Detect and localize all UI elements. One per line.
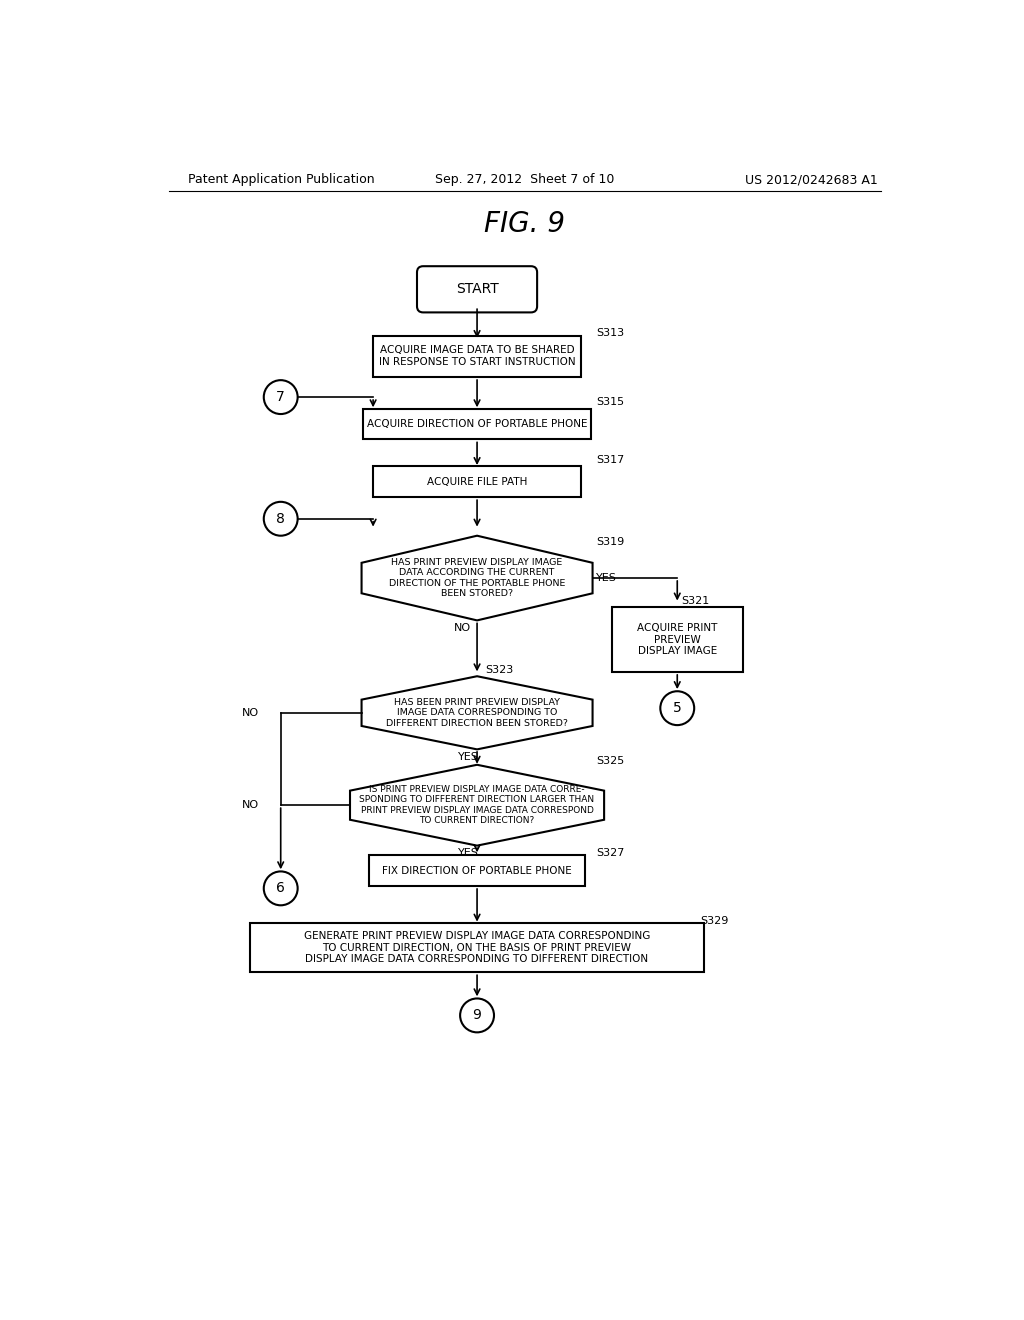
Text: S323: S323 [484, 665, 513, 676]
Text: ACQUIRE IMAGE DATA TO BE SHARED
IN RESPONSE TO START INSTRUCTION: ACQUIRE IMAGE DATA TO BE SHARED IN RESPO… [379, 346, 575, 367]
Text: US 2012/0242683 A1: US 2012/0242683 A1 [744, 173, 878, 186]
Bar [250, 923, 705, 973]
Text: 5: 5 [673, 701, 682, 715]
Text: HAS PRINT PREVIEW DISPLAY IMAGE
DATA ACCORDING THE CURRENT
DIRECTION OF THE PORT: HAS PRINT PREVIEW DISPLAY IMAGE DATA ACC… [389, 558, 565, 598]
Text: 7: 7 [276, 391, 285, 404]
Circle shape [460, 998, 494, 1032]
Text: GENERATE PRINT PREVIEW DISPLAY IMAGE DATA CORRESPONDING
TO CURRENT DIRECTION, ON: GENERATE PRINT PREVIEW DISPLAY IMAGE DAT… [304, 931, 650, 964]
Text: S325: S325 [596, 755, 625, 766]
Text: NO: NO [243, 800, 259, 810]
Text: NO: NO [243, 708, 259, 718]
Text: FIG. 9: FIG. 9 [484, 210, 565, 238]
Bar [364, 409, 591, 440]
Circle shape [660, 692, 694, 725]
Text: Sep. 27, 2012  Sheet 7 of 10: Sep. 27, 2012 Sheet 7 of 10 [435, 173, 614, 186]
Text: NO: NO [454, 623, 471, 634]
Circle shape [264, 502, 298, 536]
Text: Patent Application Publication: Patent Application Publication [188, 173, 375, 186]
Text: 9: 9 [473, 1008, 481, 1023]
Text: IS PRINT PREVIEW DISPLAY IMAGE DATA CORRE-
SPONDING TO DIFFERENT DIRECTION LARGE: IS PRINT PREVIEW DISPLAY IMAGE DATA CORR… [359, 785, 595, 825]
FancyBboxPatch shape [417, 267, 538, 313]
Text: FIX DIRECTION OF PORTABLE PHONE: FIX DIRECTION OF PORTABLE PHONE [382, 866, 572, 875]
Text: 6: 6 [276, 882, 285, 895]
Polygon shape [361, 676, 593, 750]
Text: ACQUIRE PRINT
PREVIEW
DISPLAY IMAGE: ACQUIRE PRINT PREVIEW DISPLAY IMAGE [637, 623, 718, 656]
Text: YES: YES [458, 847, 478, 858]
Polygon shape [350, 764, 604, 846]
Bar [611, 607, 742, 672]
Text: S321: S321 [681, 597, 710, 606]
Bar [373, 466, 581, 498]
Text: START: START [456, 282, 499, 296]
Bar [370, 855, 585, 886]
Bar [373, 335, 581, 378]
Text: 8: 8 [276, 512, 285, 525]
Text: ACQUIRE FILE PATH: ACQUIRE FILE PATH [427, 477, 527, 487]
Text: HAS BEEN PRINT PREVIEW DISPLAY
IMAGE DATA CORRESPONDING TO
DIFFERENT DIRECTION B: HAS BEEN PRINT PREVIEW DISPLAY IMAGE DAT… [386, 698, 568, 727]
Polygon shape [361, 536, 593, 620]
Text: S313: S313 [596, 329, 625, 338]
Text: YES: YES [458, 751, 478, 762]
Text: S319: S319 [596, 537, 625, 546]
Circle shape [264, 871, 298, 906]
Circle shape [264, 380, 298, 414]
Text: S315: S315 [596, 397, 625, 408]
Text: S317: S317 [596, 455, 625, 465]
Text: YES: YES [596, 573, 617, 583]
Text: S327: S327 [596, 847, 625, 858]
Text: S329: S329 [700, 916, 729, 925]
Text: ACQUIRE DIRECTION OF PORTABLE PHONE: ACQUIRE DIRECTION OF PORTABLE PHONE [367, 418, 588, 429]
